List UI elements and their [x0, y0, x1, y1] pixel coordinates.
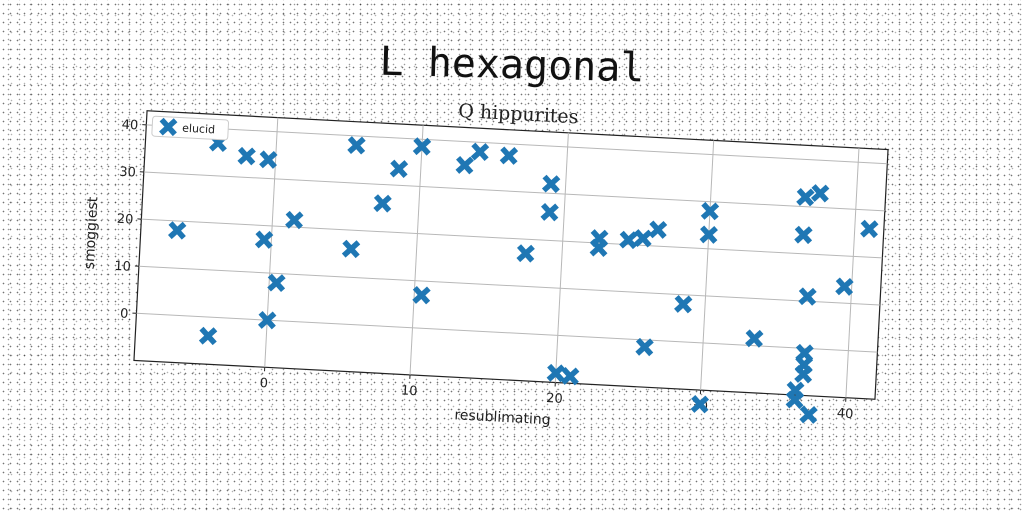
data-point-marker	[794, 225, 813, 245]
data-point-marker	[674, 294, 693, 314]
data-point-marker	[198, 326, 218, 346]
plot-frame	[133, 110, 889, 400]
grid-lines	[136, 117, 888, 398]
data-point-marker	[347, 136, 366, 155]
x-grid-line	[409, 125, 424, 375]
data-point-marker	[785, 390, 804, 409]
data-point-marker	[589, 238, 608, 257]
data-point-marker	[257, 310, 277, 330]
legend-label: elucid	[182, 122, 216, 137]
data-point-marker	[745, 329, 764, 348]
y-grid-line	[143, 171, 885, 212]
x-axis-label: resublimating	[454, 407, 551, 428]
y-grid-line	[136, 312, 878, 353]
data-point-marker	[254, 230, 274, 249]
data-point-marker	[860, 219, 879, 239]
data-point-marker	[798, 287, 817, 306]
legend: elucid	[151, 115, 230, 141]
data-point-marker	[633, 229, 653, 248]
y-tick-label: 0	[120, 306, 129, 321]
y-grid-line	[138, 265, 880, 306]
data-point-marker	[810, 184, 830, 203]
series-markers	[168, 133, 879, 424]
data-point-marker	[267, 273, 286, 293]
chart-title: Q hippurites	[458, 100, 579, 128]
data-point-marker	[259, 150, 278, 169]
data-point-marker	[412, 285, 431, 305]
y-grid-line	[141, 218, 883, 259]
data-point-marker	[699, 225, 718, 244]
data-point-marker	[799, 405, 818, 424]
data-point-marker	[516, 244, 535, 263]
x-grid-line	[700, 140, 715, 391]
data-point-marker	[541, 174, 561, 194]
x-tick-label: 40	[836, 406, 853, 422]
data-point-marker	[619, 230, 638, 250]
data-point-marker	[237, 146, 256, 166]
data-point-marker	[796, 188, 815, 207]
x-tick-label: 10	[401, 383, 418, 399]
data-point-marker	[389, 159, 409, 179]
x-grid-line	[554, 132, 569, 383]
x-grid-line	[264, 117, 279, 368]
x-tick-label: 20	[546, 391, 563, 407]
data-point-marker	[794, 365, 813, 384]
y-tick-label: 40	[121, 118, 138, 134]
data-point-marker	[648, 220, 668, 239]
data-point-marker	[690, 395, 710, 414]
y-tick-label: 20	[116, 212, 133, 228]
data-point-marker	[470, 142, 490, 162]
data-point-marker	[341, 239, 361, 259]
y-tick-label: 30	[119, 165, 136, 181]
data-point-marker	[635, 337, 654, 357]
data-point-marker	[835, 277, 854, 296]
x-tick-label: 0	[259, 376, 268, 391]
data-point-marker	[700, 201, 720, 221]
data-point-marker	[168, 221, 187, 240]
data-point-marker	[285, 210, 304, 230]
data-point-marker	[561, 366, 580, 386]
y-grid-line	[146, 124, 888, 165]
data-point-marker	[455, 155, 474, 175]
data-point-marker	[499, 146, 519, 165]
y-tick-label: 10	[114, 259, 131, 275]
x-grid-line	[845, 148, 860, 398]
data-point-marker	[412, 137, 432, 156]
data-point-marker	[546, 363, 566, 383]
data-point-marker	[540, 202, 559, 222]
y-axis-label: smoggiest	[82, 196, 102, 270]
data-point-marker	[373, 194, 392, 213]
legend-marker-icon	[159, 117, 178, 137]
